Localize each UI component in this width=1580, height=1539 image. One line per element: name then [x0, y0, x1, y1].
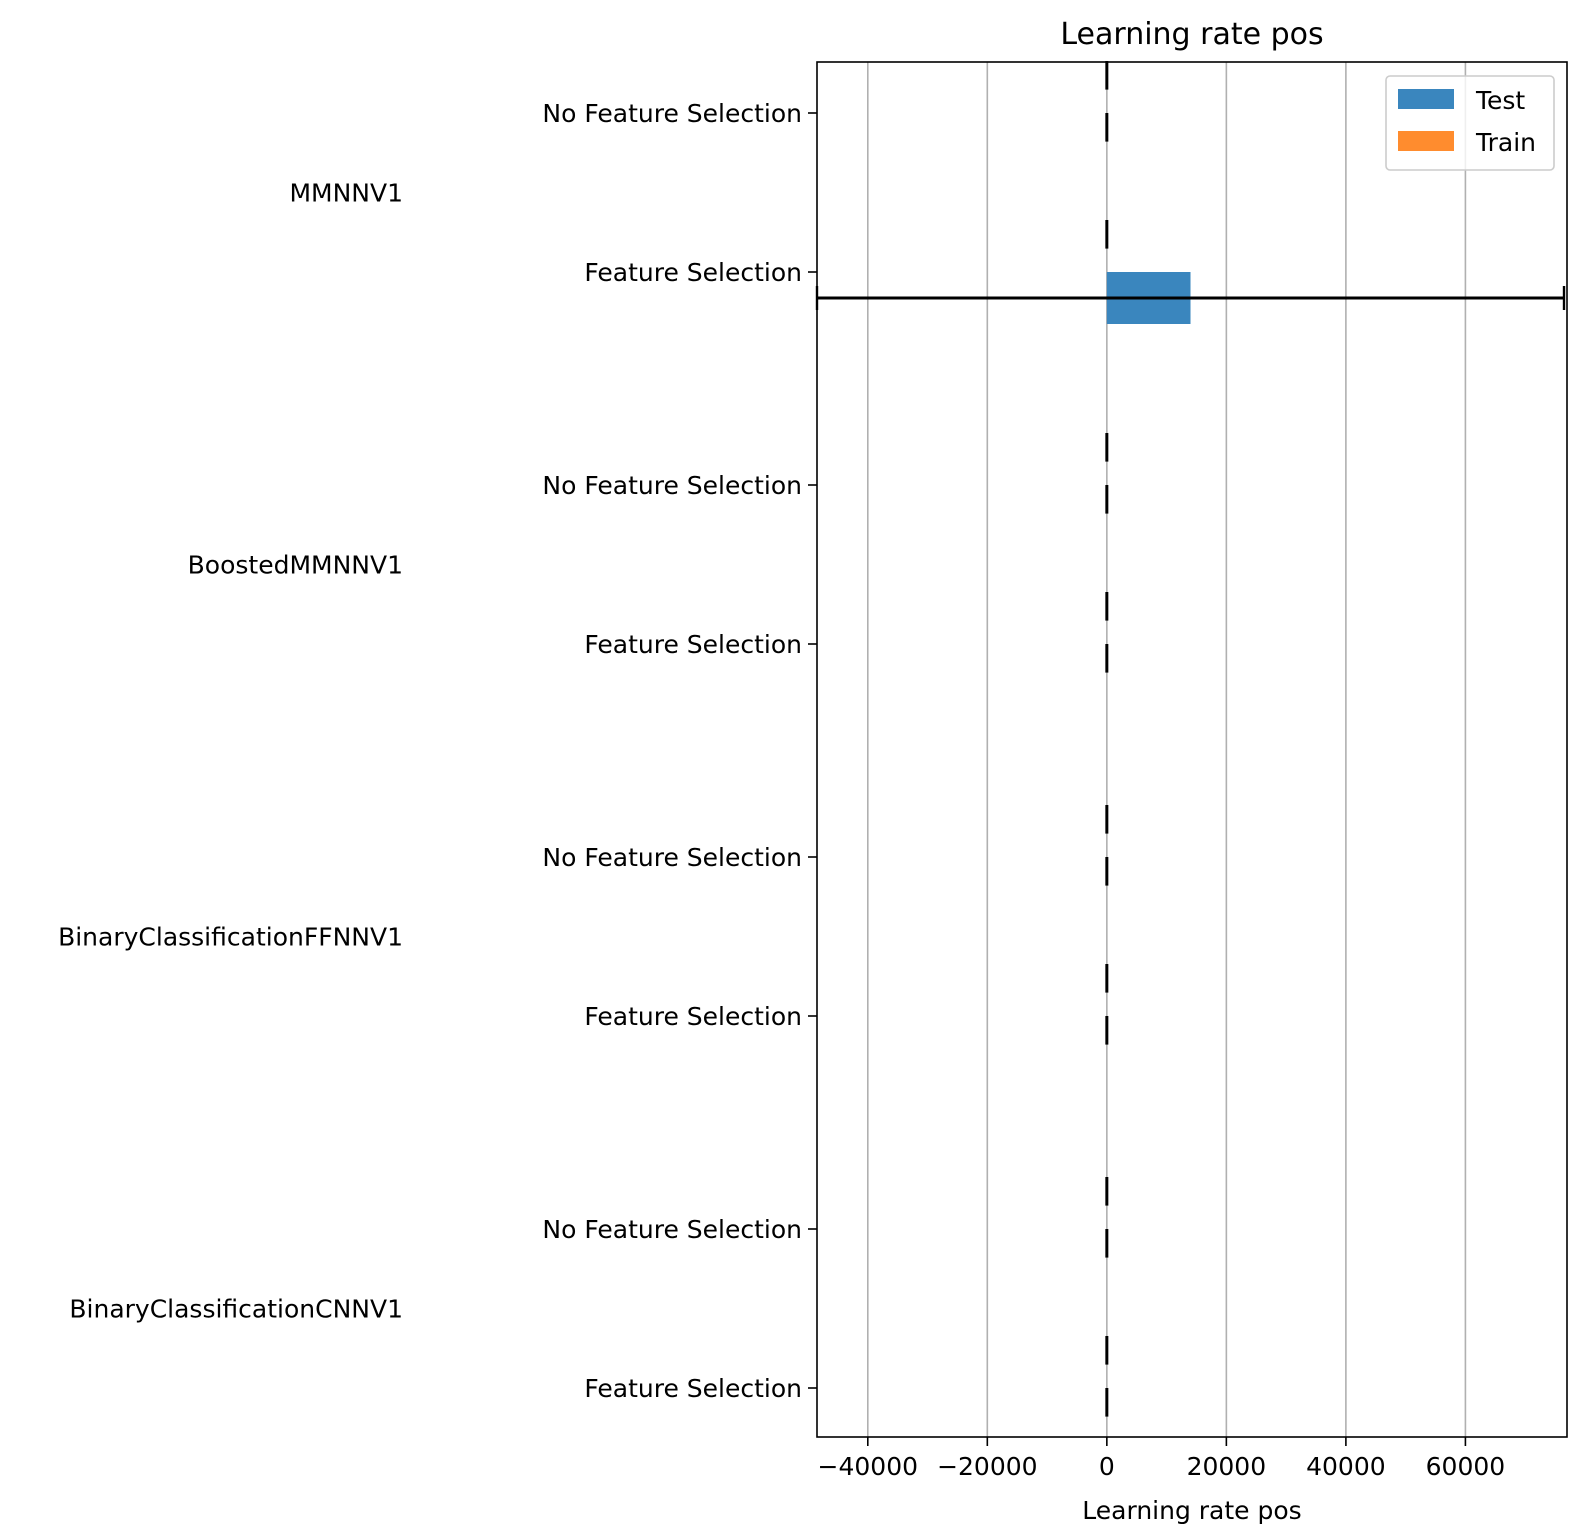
- x-axis-label: Learning rate pos: [1082, 1496, 1301, 1525]
- error-bars: [815, 61, 1566, 1417]
- x-tick-label: 40000: [1306, 1452, 1386, 1481]
- plot-frame: [816, 61, 1568, 1438]
- group-label: BinaryClassificationCNNV1: [69, 1295, 403, 1324]
- chart-title: Learning rate pos: [1060, 17, 1323, 52]
- y-tick-label: Feature Selection: [584, 630, 802, 659]
- y-tick-label: Feature Selection: [584, 258, 802, 287]
- y-tick-label: Feature Selection: [584, 1002, 802, 1031]
- legend-label-train: Train: [1475, 128, 1536, 157]
- group-label: MMNNV1: [289, 179, 403, 208]
- x-tick-label: −40000: [818, 1452, 918, 1481]
- x-tick-label: 60000: [1426, 1452, 1506, 1481]
- x-ticks: −40000 −20000 0 20000 40000 60000: [818, 1437, 1506, 1481]
- group-label: BoostedMMNNV1: [188, 551, 403, 580]
- y-tick-label: No Feature Selection: [542, 99, 802, 128]
- legend-swatch-test: [1398, 89, 1454, 109]
- y-tick-label: Feature Selection: [584, 1374, 802, 1403]
- y-tick-label: No Feature Selection: [542, 471, 802, 500]
- x-tick-label: 0: [1099, 1452, 1115, 1481]
- y-ticks: No Feature Selection Feature Selection MMN…: [58, 99, 817, 1403]
- x-tick-label: 20000: [1187, 1452, 1267, 1481]
- y-tick-label: No Feature Selection: [542, 1215, 802, 1244]
- group-label: BinaryClassificationFFNNV1: [58, 923, 403, 952]
- legend-swatch-train: [1398, 131, 1454, 151]
- legend: Test Train: [1385, 75, 1555, 171]
- grid: [866, 62, 1467, 1437]
- x-tick-label: −20000: [937, 1452, 1037, 1481]
- legend-label-test: Test: [1475, 86, 1525, 115]
- y-tick-label: No Feature Selection: [542, 843, 802, 872]
